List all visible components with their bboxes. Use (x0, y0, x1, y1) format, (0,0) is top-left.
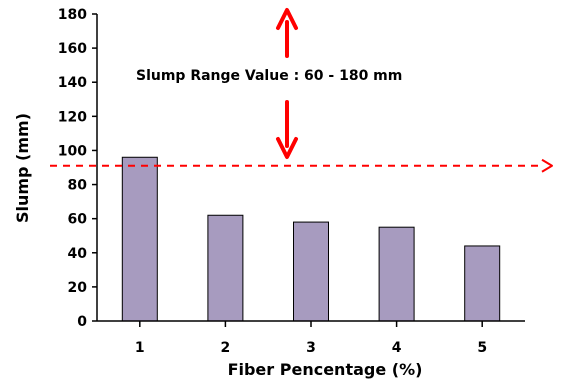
y-tick-label-160: 160 (58, 41, 87, 57)
bar-4 (378, 226, 415, 322)
bar-2 (207, 214, 244, 322)
y-tick-label-20: 20 (68, 280, 88, 296)
slump-range-annotation: Slump Range Value : 60 - 180 mm (136, 68, 402, 84)
y-tick-label-120: 120 (58, 109, 87, 125)
y-tick-label-60: 60 (68, 212, 88, 228)
x-tick-label-1: 1 (135, 340, 145, 356)
y-tick-label-140: 140 (58, 75, 87, 91)
x-tick-label-5: 5 (477, 340, 487, 356)
reference-line-arrowhead (541, 158, 553, 173)
upward-arrow-head (276, 8, 298, 30)
y-tick-label-80: 80 (68, 178, 88, 194)
plot-area: 1 2 3 4 5 0 20 40 60 80 100 120 140 160 180 (50, 7, 553, 356)
y-tick-label-0: 0 (77, 314, 87, 330)
y-tick-label-180: 180 (58, 7, 87, 23)
x-tick-label-2: 2 (221, 340, 231, 356)
x-tick-label-4: 4 (392, 340, 402, 356)
bar-3 (293, 221, 329, 322)
bar-5 (464, 245, 501, 322)
bar-1 (121, 156, 158, 322)
y-axis-title: Slump (mm) (13, 113, 32, 223)
downward-arrow-head (276, 137, 298, 159)
x-axis-title: Fiber Pencentage (%) (228, 360, 423, 379)
y-tick-label-100: 100 (58, 143, 87, 159)
x-tick-label-3: 3 (306, 340, 316, 356)
y-tick-label-40: 40 (68, 246, 88, 262)
